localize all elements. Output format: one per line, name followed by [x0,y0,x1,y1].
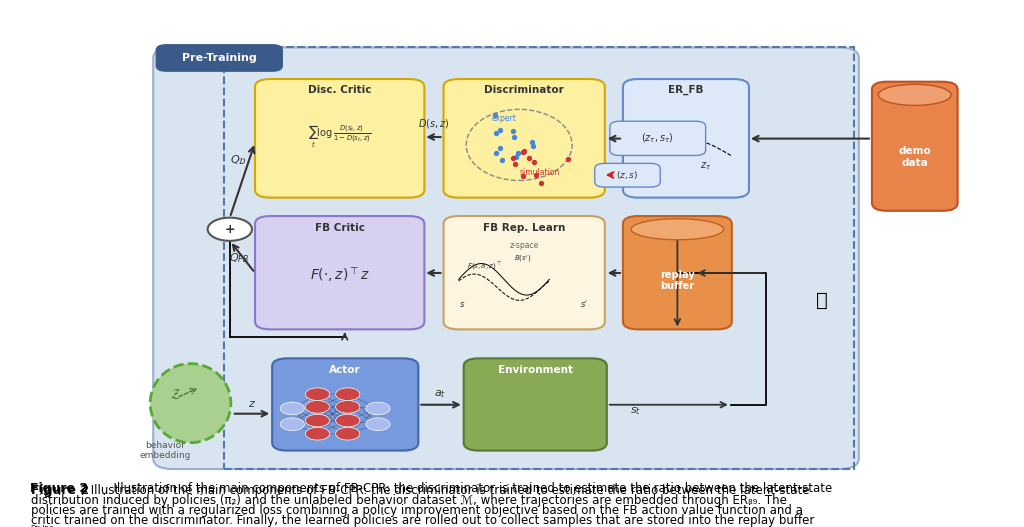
Circle shape [305,388,330,401]
FancyBboxPatch shape [255,216,424,329]
FancyBboxPatch shape [872,82,957,211]
Text: $(z_\tau, s_\tau)$: $(z_\tau, s_\tau)$ [641,132,674,145]
Text: Actor: Actor [329,366,360,375]
Point [532,179,549,188]
Text: replay
buffer: replay buffer [660,270,694,291]
Circle shape [336,401,359,413]
Point [487,129,504,138]
FancyBboxPatch shape [443,216,605,329]
Text: behavior
embedding: behavior embedding [139,441,191,460]
Text: $\tau$: $\tau$ [658,121,668,131]
Text: FB Rep. Learn: FB Rep. Learn [483,223,565,233]
Text: $F(s,a,z)^\top$: $F(s,a,z)^\top$ [467,261,502,272]
FancyBboxPatch shape [255,79,424,198]
FancyBboxPatch shape [272,358,419,451]
Text: $z_\tau$: $z_\tau$ [700,161,712,172]
Text: expert: expert [492,114,516,123]
Circle shape [208,218,252,241]
Circle shape [366,418,390,431]
Text: policies are trained with a regularized loss combining a policy improvement obje: policies are trained with a regularized … [31,504,803,517]
Ellipse shape [151,364,230,443]
Text: Illustration of the main components of FB-CPR: the discriminator is trained to e: Illustration of the main components of F… [105,482,833,495]
Text: $Q_{FB}$: $Q_{FB}$ [228,251,249,265]
Text: Disc. Critic: Disc. Critic [308,85,372,94]
FancyBboxPatch shape [464,358,607,451]
Point [492,143,508,152]
Text: simulation: simulation [519,168,559,177]
Point [510,149,526,157]
Text: Illustration of the main components of FB-CPR: the discriminator is trained to e: Illustration of the main components of F… [87,484,810,497]
Point [487,111,504,119]
Ellipse shape [631,219,724,240]
Text: $\mathcal{Z}$: $\mathcal{Z}$ [170,387,181,401]
Text: $\sum_t \log \frac{D(s_t,z)}{1-D(s_t,z)}$: $\sum_t \log \frac{D(s_t,z)}{1-D(s_t,z)}… [308,124,372,150]
Text: z-space: z-space [510,241,539,250]
Point [487,149,504,158]
FancyBboxPatch shape [623,216,732,329]
Point [528,171,545,179]
Circle shape [305,414,330,427]
Point [525,158,542,167]
Point [521,154,538,163]
Point [505,154,521,162]
Text: ER_FB: ER_FB [668,84,703,95]
Text: Pre-Training: Pre-Training [182,53,257,63]
Text: $F(\cdot, z)^\top z$: $F(\cdot, z)^\top z$ [309,266,370,285]
Text: 👥: 👥 [816,291,827,310]
Text: $(z, s)$: $(z, s)$ [615,169,638,181]
Text: $a_t$: $a_t$ [434,388,446,400]
Circle shape [281,402,304,415]
Circle shape [336,414,359,427]
Text: $z$: $z$ [248,399,256,409]
Circle shape [281,418,304,431]
Point [515,172,531,180]
Text: $B(s^\prime)$: $B(s^\prime)$ [514,253,531,265]
Text: Figure 2: Figure 2 [31,482,88,495]
FancyBboxPatch shape [595,163,660,187]
Circle shape [305,401,330,413]
Point [507,160,523,169]
Point [516,147,532,155]
Point [523,138,540,146]
FancyBboxPatch shape [610,121,706,155]
Circle shape [305,427,330,440]
Text: demo
data: demo data [898,146,931,168]
FancyBboxPatch shape [154,47,859,469]
FancyBboxPatch shape [157,45,283,71]
Text: Discriminator: Discriminator [484,85,564,94]
Text: Figure 2: Figure 2 [31,484,89,497]
FancyBboxPatch shape [623,79,749,198]
Text: critic trained on the discriminator. Finally, the learned policies are rolled ou: critic trained on the discriminator. Fin… [31,514,814,527]
Point [506,133,522,142]
Circle shape [366,402,390,415]
Text: $Q_\mathcal{D}$: $Q_\mathcal{D}$ [230,153,248,167]
Point [515,148,531,157]
Text: distribution induced by policies (π₂) and the unlabeled behavior dataset ℳ, wher: distribution induced by policies (π₂) an… [31,494,786,507]
Circle shape [336,427,359,440]
Text: $D(s,z)$: $D(s,z)$ [418,117,450,130]
Point [524,142,541,151]
Text: Environment: Environment [498,366,572,375]
Point [492,126,508,134]
Point [560,154,577,163]
Text: $s'$: $s'$ [580,298,588,309]
Text: $s$: $s$ [459,300,465,309]
Ellipse shape [879,84,951,105]
FancyBboxPatch shape [443,79,605,198]
Text: FB Critic: FB Critic [314,223,365,233]
Text: ᴰⁿₗᴵⁿᵉ.: ᴰⁿₗᴵⁿᵉ. [31,524,58,527]
Point [505,127,521,135]
Text: $s$: $s$ [633,122,640,131]
Point [508,153,524,161]
Circle shape [336,388,359,401]
Text: +: + [224,223,236,236]
Text: $s_t$: $s_t$ [630,406,641,417]
Point [494,155,510,164]
